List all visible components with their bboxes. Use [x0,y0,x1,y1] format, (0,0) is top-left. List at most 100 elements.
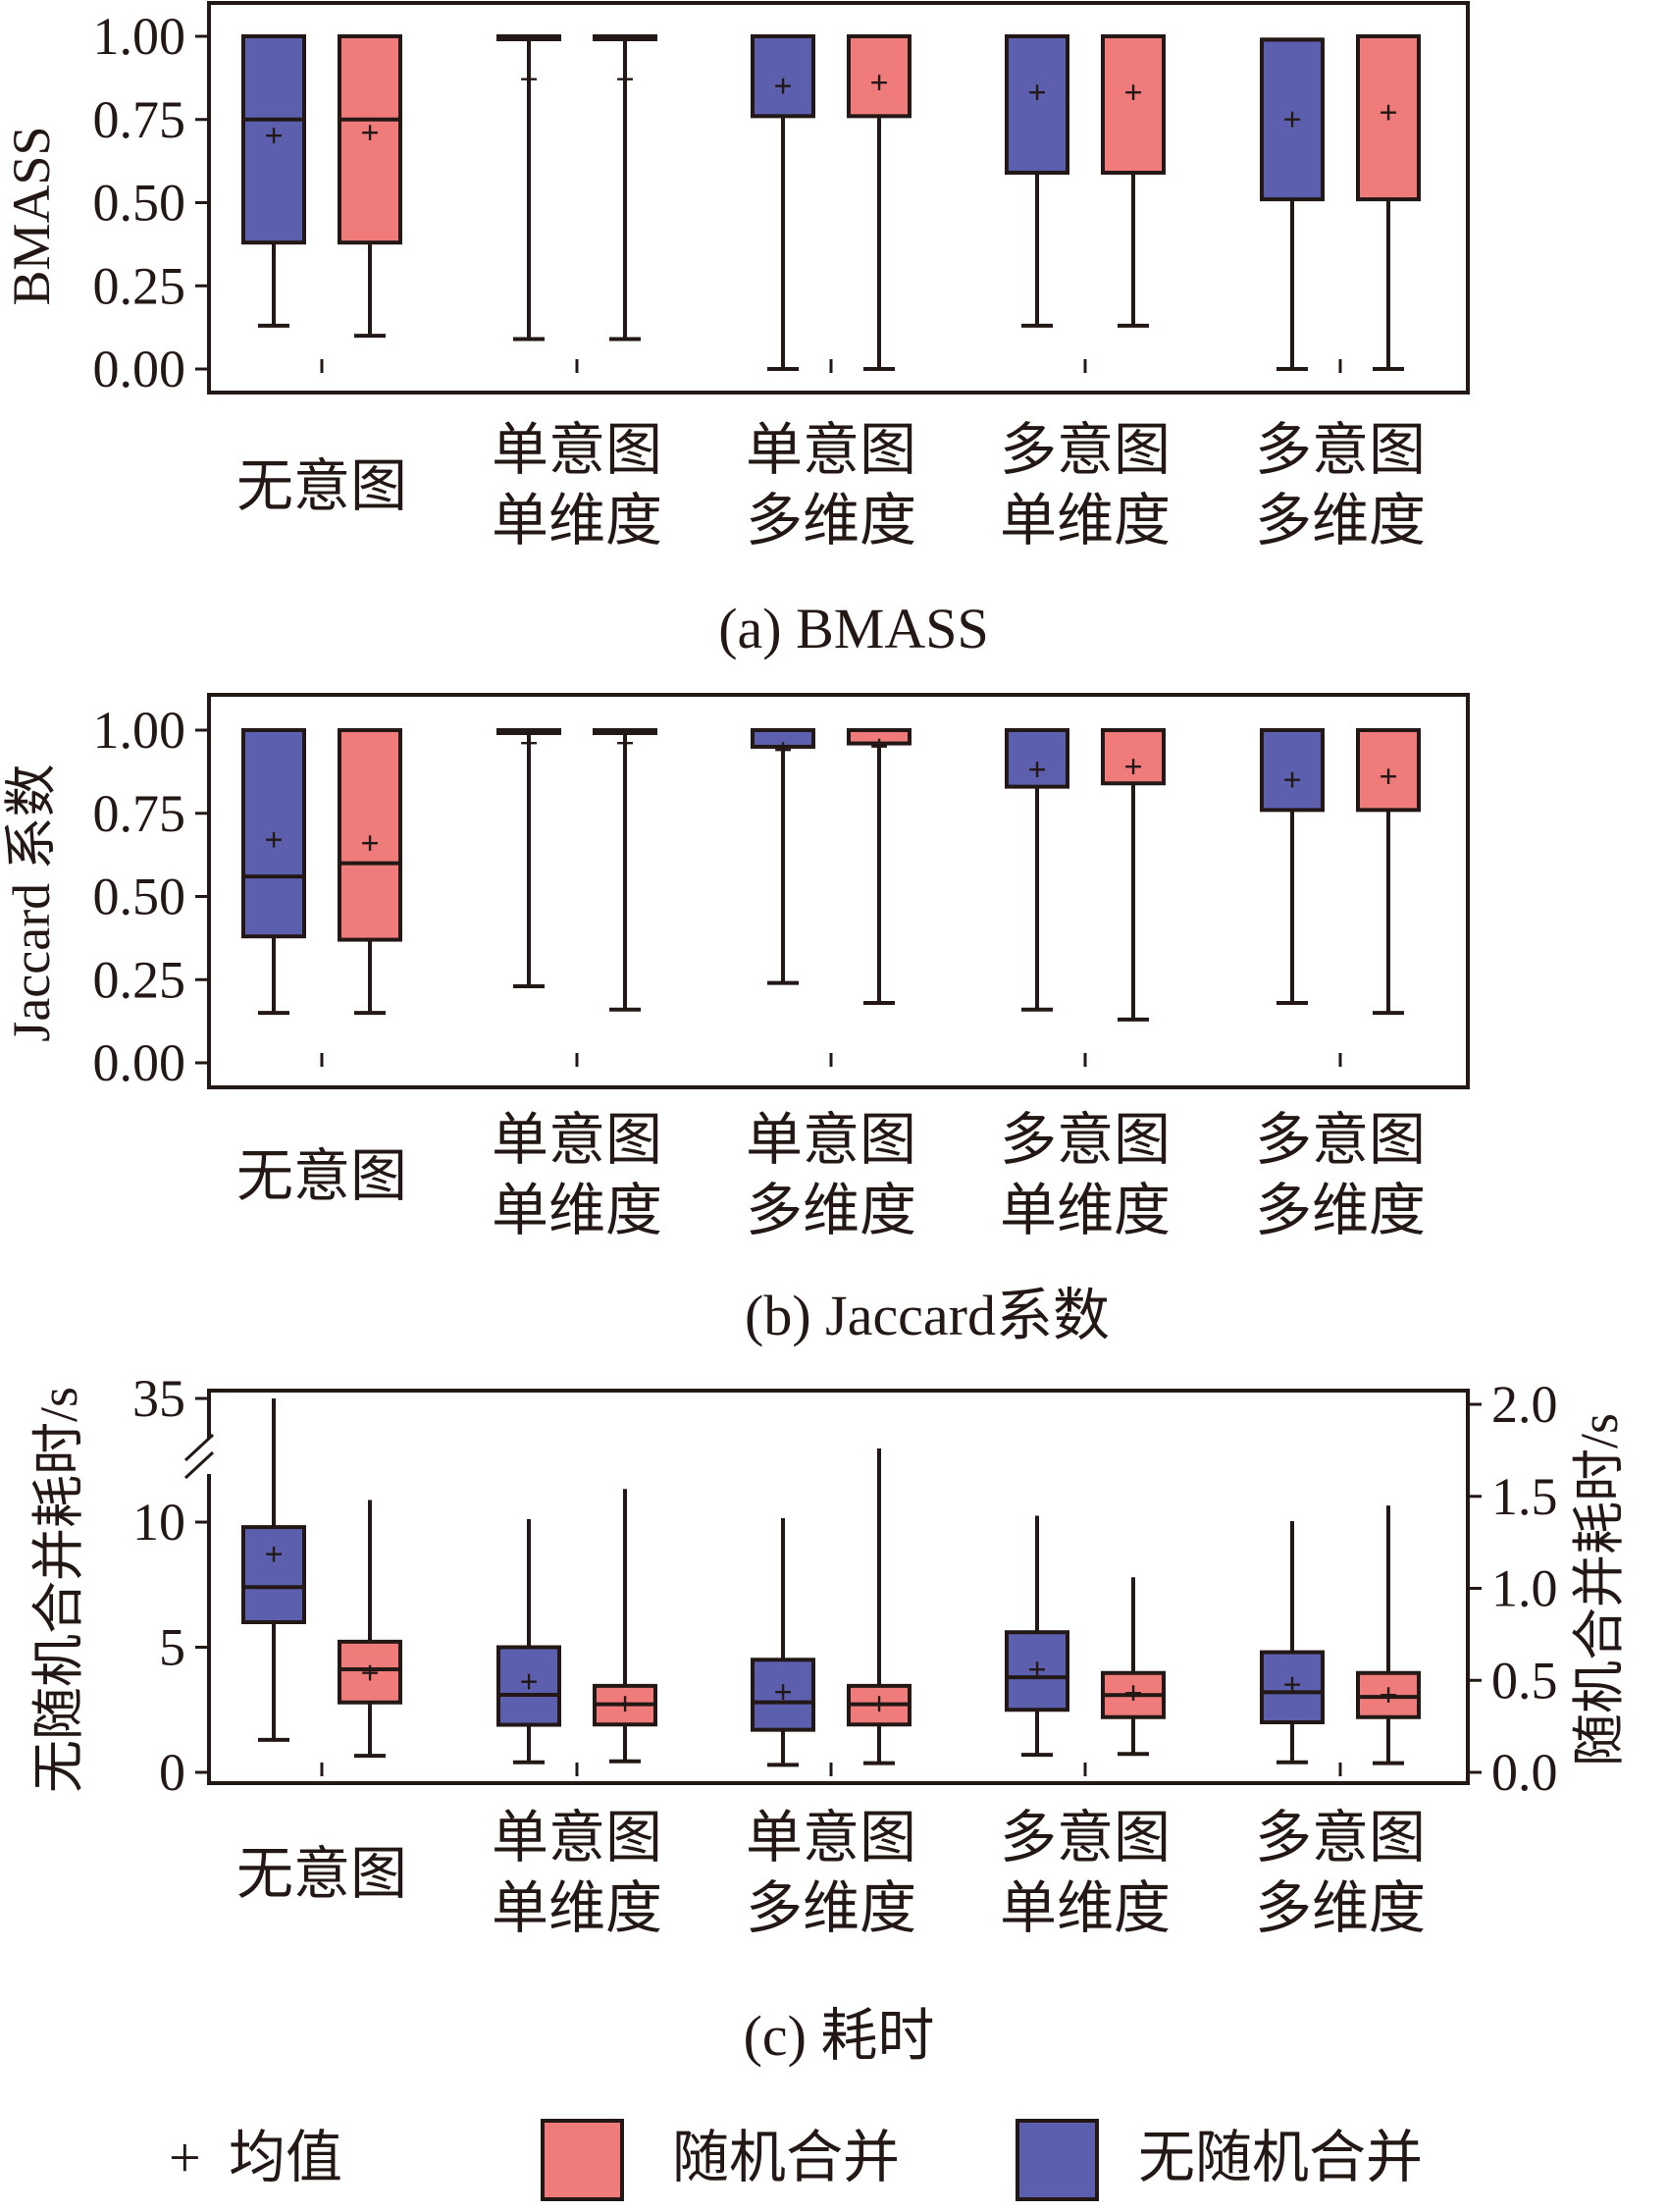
category-label: 单维度 [1000,1179,1171,1242]
plot-frame-b [207,693,1470,1089]
y-tick-label-right: 0.0 [1491,1743,1558,1802]
category-label: 多意图 [1000,1108,1171,1172]
category-label: 多意图 [1255,1108,1426,1172]
box-random: + [593,1489,657,1764]
mean-marker: + [615,62,634,98]
box-no-random: + [751,728,815,985]
category-label: 单维度 [492,489,662,553]
ylabel-b: Jaccard 系数 [2,764,61,1041]
ylabel-c-right: 随机合并耗时/s [1570,1413,1629,1766]
category-label: 单意图 [746,418,916,482]
category-label: 多维度 [746,489,916,553]
box-no-random: + [751,1517,815,1767]
y-tick-label: 0.75 [93,784,186,843]
y-tick-label: 0.50 [93,868,186,926]
y-tick-label: 0.00 [93,340,186,398]
axis-break [183,1433,217,1480]
category-label: 单意图 [746,1108,916,1172]
axis-break-slash [183,1450,215,1480]
mean-marker: + [1123,76,1142,112]
y-tick-label-right: 2.0 [1491,1375,1558,1434]
box-random: + [1101,728,1166,1022]
box-iqr [1260,1650,1325,1724]
mean-marker: + [264,119,283,155]
box-random: + [1356,728,1421,1016]
legend: + 均值 随机合并 无随机合并 [169,2119,1423,2201]
box-no-random: + [1260,1520,1325,1764]
mean-marker: + [1282,1667,1301,1704]
category-label: 多维度 [1255,1179,1426,1242]
boxes-b: + + + + + + + + + + [241,726,1421,1067]
y-tick-label-left: 35 [132,1369,185,1428]
plot-frame-c [207,1389,1470,1785]
box-random: + [1101,34,1166,328]
category-label: 多维度 [1255,1876,1426,1940]
y-tick-label: 0.00 [93,1033,186,1092]
y-tick-label-left: 5 [159,1618,185,1677]
category-label: 多意图 [1000,418,1171,482]
y-tick-label: 0.75 [93,90,186,149]
mean-marker: + [264,1537,283,1573]
category-label: 无意图 [236,454,407,518]
mean-marker: + [1123,1675,1142,1712]
category-label: 多维度 [1255,489,1426,553]
box-iqr [1260,37,1325,202]
mean-marker: + [615,726,634,763]
legend-no-random-swatch [1016,2119,1099,2201]
mean-marker: + [519,62,538,98]
box-iqr [847,34,912,119]
category-label: 单维度 [492,1179,662,1242]
box-iqr [338,34,402,245]
mean-marker: + [1379,1677,1397,1713]
legend-no-random-label: 无随机合并 [1138,2126,1423,2189]
box-no-random: + [241,728,306,1016]
caption-a: (a) BMASS [718,597,989,660]
mean-marker: + [360,115,379,151]
mean-marker: + [360,825,379,862]
mean-marker: + [773,732,792,768]
mean-marker: + [773,1674,792,1711]
category-label: 多意图 [1000,1806,1171,1870]
box-no-random: + [751,34,815,371]
category-label: 多意图 [1255,418,1426,482]
mean-marker: + [264,822,283,859]
box-no-random: + [1260,728,1325,1005]
panel-jaccard: Jaccard 系数 0.00 0.25 0.50 0.75 1.00 + + + + + + + +… [2,693,1470,1347]
category-label: 单意图 [492,1806,662,1870]
box-iqr [241,1525,306,1624]
legend-random-label: 随机合并 [672,2126,900,2189]
y-tick-label-left: 0 [159,1743,185,1802]
mean-marker: + [1027,753,1046,789]
ylabel-a: BMASS [2,126,61,305]
y-tick-label: 1.00 [93,701,186,760]
y-tick-label: 0.25 [93,950,186,1009]
category-label: 单意图 [746,1806,916,1870]
caption-c: (c) 耗时 [744,2004,935,2068]
category-label: 多维度 [746,1876,916,1940]
category-label: 单维度 [1000,1876,1171,1940]
yticks-a: 0.00 0.25 0.50 0.75 1.00 [93,7,209,398]
boxes-c: + + + + + + + + + + [241,1398,1421,1776]
box-iqr [241,728,306,939]
mean-marker: + [360,1656,379,1692]
caption-b: (b) Jaccard系数 [745,1284,1110,1347]
box-no-random: + [496,1518,561,1764]
box-random: + [338,1500,402,1759]
box-random: + [1101,1577,1166,1757]
boxes-a: + + + + + + + + + + [241,34,1421,373]
box-random: + [1356,1505,1421,1765]
y-tick-label: 0.50 [93,174,186,233]
category-label: 单维度 [1000,489,1171,553]
box-iqr [1005,34,1069,175]
mean-marker: + [615,1687,634,1723]
mean-marker: + [869,1687,888,1723]
box-iqr [338,1639,402,1705]
box-random: + [338,728,402,1016]
mean-marker: + [1379,95,1397,132]
mean-marker: + [519,726,538,763]
mean-marker: + [1379,759,1397,795]
y-tick-label: 1.00 [93,7,186,66]
